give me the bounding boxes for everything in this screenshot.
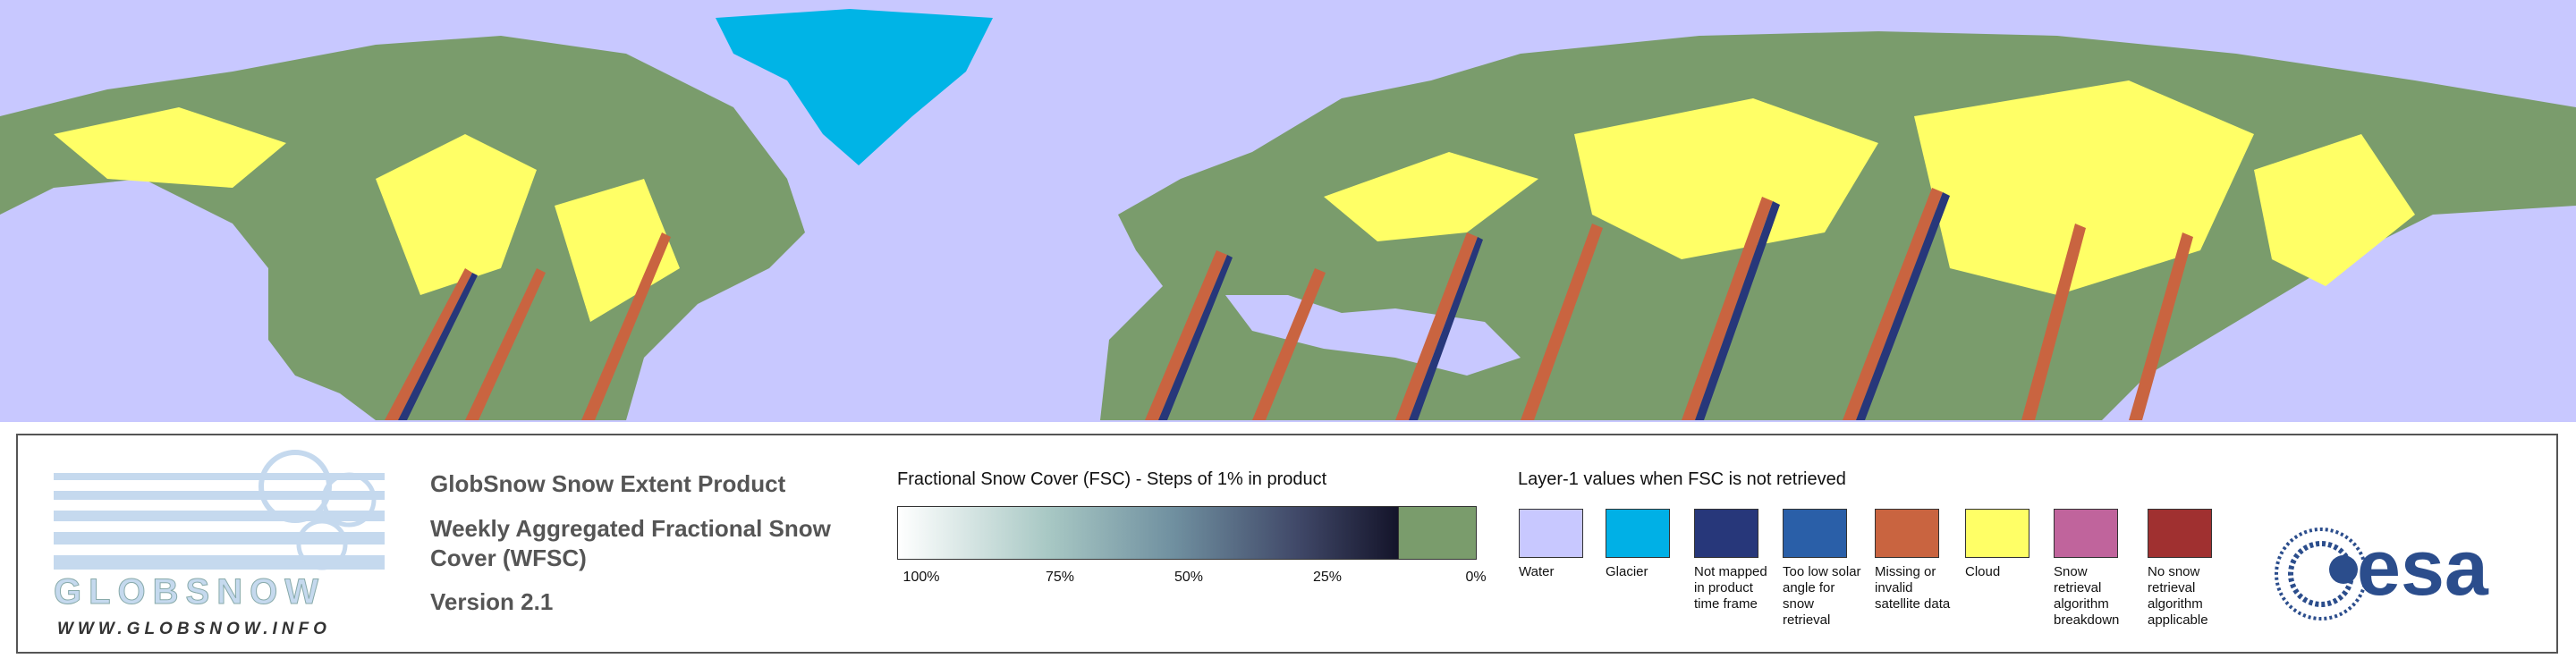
esa-text: esa	[2357, 525, 2489, 612]
legend-swatch	[1965, 509, 2029, 558]
cloud-patches-eu	[1324, 80, 2415, 295]
product-version: Version 2.1	[430, 588, 554, 615]
legend-label: Missing or invalid satellite data	[1875, 564, 1951, 612]
legend-label: Snow retrieval algorithm breakdown	[2054, 564, 2120, 628]
legend-swatch	[1519, 509, 1583, 558]
fsc-tick: 100%	[902, 570, 940, 585]
legend-label: Cloud	[1965, 564, 2001, 579]
legend-swatch	[2148, 509, 2212, 558]
fsc-zero	[1398, 506, 1477, 560]
legend-label: No snow retrieval algorithm applicable	[2148, 564, 2208, 628]
legend-swatch	[1783, 509, 1847, 558]
logo-url: WWW.GLOBSNOW.INFO	[57, 620, 331, 638]
fsc-tick: 25%	[1312, 570, 1343, 585]
globsnow-logo: GLOBSNOW WWW.GLOBSNOW.INFO	[54, 450, 385, 638]
cloud-patches-na	[54, 107, 680, 322]
greenland	[716, 9, 993, 165]
fsc-tick: 0%	[1465, 570, 1487, 585]
fsc-tick: 75%	[1045, 570, 1075, 585]
legend-swatch	[1875, 509, 1939, 558]
layer1-title: Layer-1 values when FSC is not retrieved	[1518, 469, 1846, 489]
fsc-tick: 50%	[1174, 570, 1204, 585]
legend-panel: GLOBSNOW WWW.GLOBSNOW.INFO GlobSnow Snow…	[16, 434, 2558, 654]
fsc-gradient	[897, 506, 1398, 560]
legend-label: Too low solar angle for snow retrieval	[1783, 564, 1861, 628]
snow-map	[0, 0, 2576, 422]
legend-swatch	[1606, 509, 1670, 558]
legend-swatch	[2054, 509, 2118, 558]
product-title: GlobSnow Snow Extent Product	[430, 470, 786, 497]
legend-label: Not mapped in product time frame	[1694, 564, 1767, 612]
fsc-title: Fractional Snow Cover (FSC) - Steps of 1…	[897, 469, 1327, 489]
product-subtitle: Weekly Aggregated Fractional Snow Cover …	[430, 515, 831, 571]
legend-label: Glacier	[1606, 564, 1648, 579]
logo-name: GLOBSNOW	[54, 572, 326, 612]
legend-swatch	[1694, 509, 1758, 558]
legend-label: Water	[1519, 564, 1555, 579]
esa-logo: esa	[2275, 525, 2489, 621]
